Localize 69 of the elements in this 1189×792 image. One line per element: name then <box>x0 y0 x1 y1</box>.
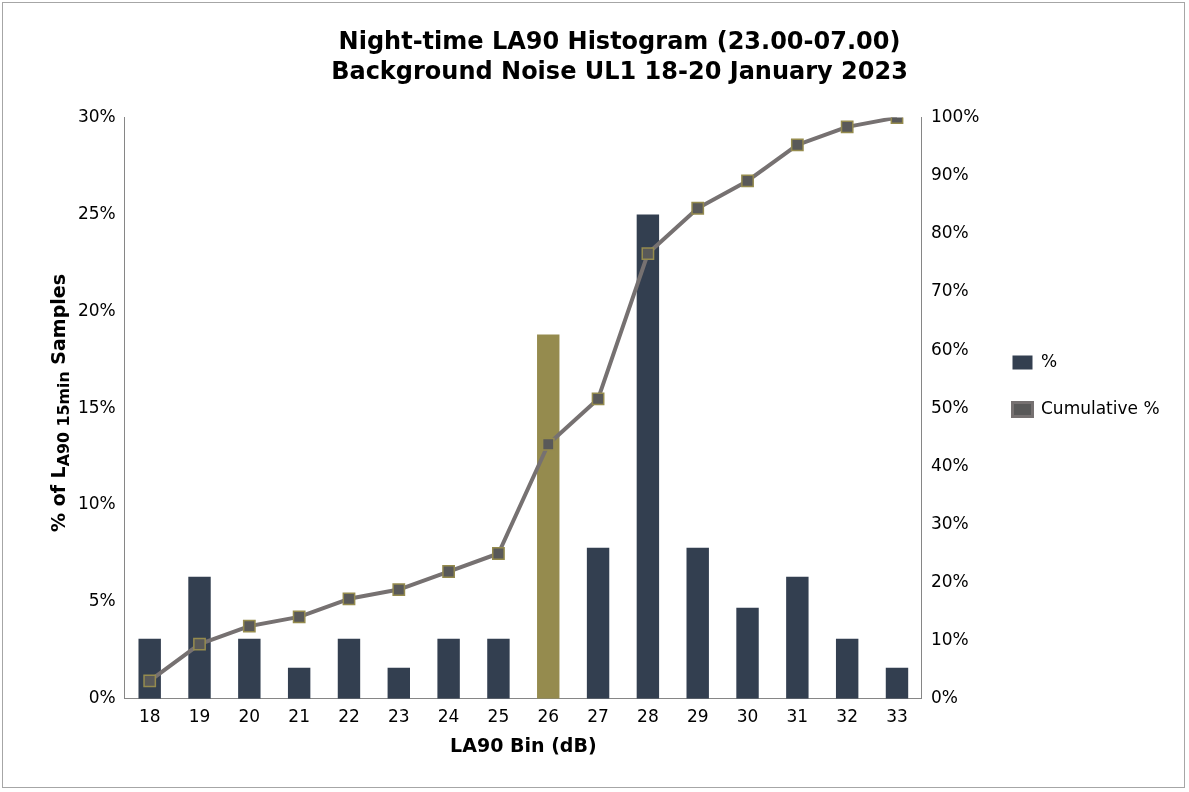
x-axis-title: LA90 Bin (dB) <box>450 733 597 756</box>
x-tick-label: 25 <box>487 706 510 727</box>
x-tick-label: 23 <box>387 706 410 727</box>
x-tick-label: 18 <box>138 706 161 727</box>
y2-tick-label: 100% <box>930 106 980 127</box>
bar <box>437 638 460 699</box>
y-tick-label: 5% <box>88 590 116 611</box>
point <box>591 392 605 406</box>
point <box>193 637 206 651</box>
bar <box>537 334 560 699</box>
x-tick-label: 20 <box>238 706 261 727</box>
y-tick-label: 10% <box>77 493 116 514</box>
legend-label: Cumulative % <box>1041 397 1160 418</box>
y2-tick-label: 60% <box>930 338 969 359</box>
bar <box>188 576 211 699</box>
point <box>790 138 804 152</box>
bar <box>287 667 311 699</box>
y2-tick-label: 20% <box>930 570 969 591</box>
x-tick-label: 24 <box>437 706 460 727</box>
point <box>292 610 306 624</box>
point <box>691 201 705 215</box>
y-tick-label: 25% <box>77 202 116 223</box>
point <box>143 674 157 688</box>
bar <box>238 638 261 699</box>
point <box>541 437 555 451</box>
bar <box>586 547 610 699</box>
bar <box>337 638 361 699</box>
x-tick-label: 19 <box>188 706 211 727</box>
point <box>392 583 406 596</box>
point <box>741 174 754 188</box>
bar <box>487 638 510 699</box>
bar <box>786 576 809 699</box>
y2-tick-label: 40% <box>930 454 969 475</box>
y2-tick-label: 70% <box>930 280 969 301</box>
bar <box>736 607 759 699</box>
chart-title: Night-time LA90 Histogram (23.00-07.00) <box>338 26 901 55</box>
y-tick-label: 20% <box>77 299 116 320</box>
x-tick-label: 21 <box>288 706 310 727</box>
point <box>492 547 505 560</box>
bar <box>636 214 660 699</box>
x-tick-label: 29 <box>686 706 709 727</box>
bar <box>686 547 709 699</box>
point <box>342 592 356 606</box>
y2-tick-label: 80% <box>930 222 969 243</box>
x-tick-label: 30 <box>736 706 759 727</box>
bar <box>835 638 859 699</box>
bar <box>387 667 410 699</box>
y-tick-label: 15% <box>77 396 116 417</box>
point <box>840 120 854 134</box>
y2-tick-label: 10% <box>930 629 969 650</box>
y-tick-label: 0% <box>88 687 116 708</box>
x-tick-label: 26 <box>537 706 560 727</box>
y2-tick-label: 0% <box>930 687 958 708</box>
y2-tick-label: 90% <box>930 164 969 185</box>
point <box>641 247 655 261</box>
y-tick-label: 30% <box>77 106 116 127</box>
legend-label: % <box>1041 350 1058 371</box>
x-tick-label: 27 <box>587 706 609 727</box>
x-tick-label: 22 <box>338 706 360 727</box>
point <box>242 619 256 633</box>
bar <box>885 667 909 699</box>
point <box>442 565 456 578</box>
y2-tick-label: 50% <box>930 396 969 417</box>
x-tick-label: 33 <box>886 706 908 727</box>
chart-subtitle: Background Noise UL1 18-20 January 2023 <box>331 57 908 86</box>
x-tick-label: 31 <box>786 706 809 727</box>
x-tick-label: 28 <box>637 706 659 727</box>
x-tick-label: 32 <box>836 706 858 727</box>
y2-tick-label: 30% <box>930 512 969 533</box>
